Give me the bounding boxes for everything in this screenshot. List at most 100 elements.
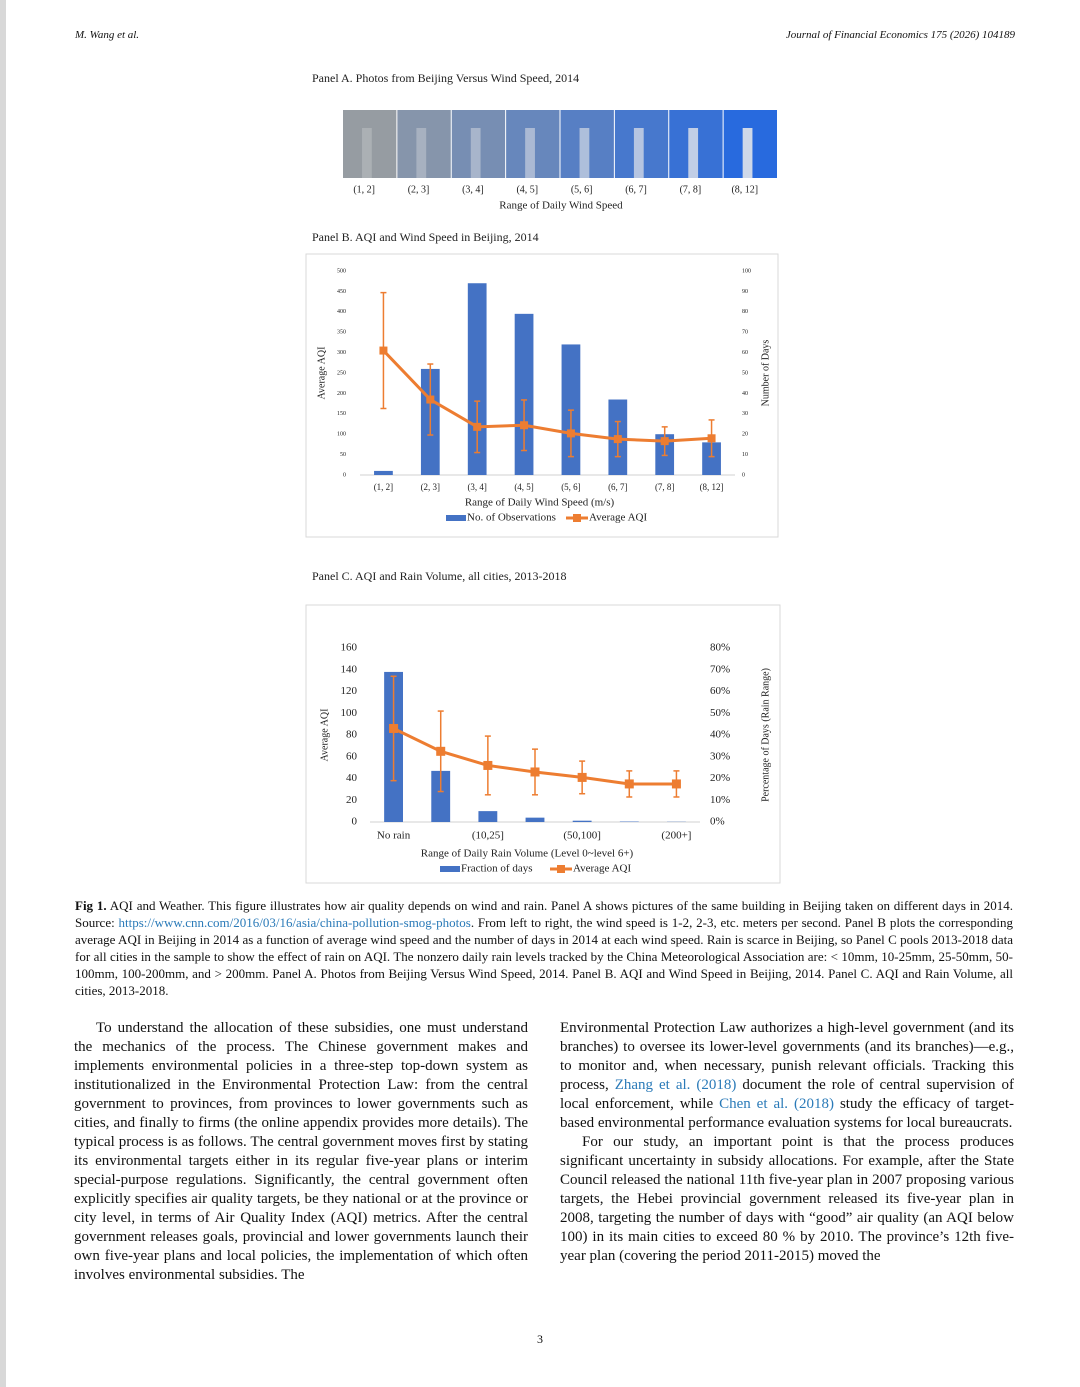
x-tick-label: (1, 2] xyxy=(374,482,394,492)
x-tick-label: (50,100] xyxy=(563,830,601,842)
x-tick-label: (200+] xyxy=(661,830,691,842)
bar xyxy=(514,313,534,475)
right-column: Environmental Protection Law authorizes … xyxy=(560,1019,1014,1266)
y2-tick-label: 100 xyxy=(742,268,751,274)
legend-swatch xyxy=(557,865,565,873)
y2-tick-label: 40 xyxy=(742,391,748,397)
marker xyxy=(577,772,587,782)
marker xyxy=(483,760,493,770)
x-tick-label: (1, 2] xyxy=(353,184,375,195)
x-axis-title: Range of Daily Wind Speed xyxy=(499,200,623,212)
bar xyxy=(702,442,721,475)
y2-tick-label: 60% xyxy=(710,685,730,697)
marker xyxy=(660,437,669,446)
building xyxy=(416,128,427,178)
y-tick-label: 140 xyxy=(341,663,358,675)
y2-tick-label: 50 xyxy=(742,370,748,376)
y-tick-label: 50 xyxy=(340,452,346,458)
x-tick-label: (4, 5] xyxy=(514,482,534,492)
marker xyxy=(707,434,716,443)
caption-label: Fig 1. xyxy=(75,898,107,913)
paragraph: Environmental Protection Law authorizes … xyxy=(560,1019,1014,1133)
running-author: M. Wang et al. xyxy=(75,29,140,41)
y-tick-label: 80 xyxy=(346,729,358,741)
chart-frame xyxy=(305,253,779,538)
panel-title: Panel C. AQI and Rain Volume, all cities… xyxy=(312,569,567,583)
caption-text: AQI and Weather. This figure illustrates… xyxy=(75,898,1013,930)
running-journal: Journal of Financial Economics 175 (2026… xyxy=(785,29,1015,41)
line xyxy=(382,349,712,443)
marker xyxy=(624,779,634,789)
y2-tick-label: 0 xyxy=(742,472,745,478)
text: Environmental Protection Law authorizes … xyxy=(560,1020,1014,1093)
y2-tick-label: 0% xyxy=(710,816,725,828)
y2-axis-title: Number of Days xyxy=(760,340,771,407)
y-tick-label: 150 xyxy=(337,411,346,417)
building xyxy=(525,128,535,178)
caption-link[interactable]: https://www.cnn.com/2016/03/16/asia/chin… xyxy=(118,915,471,930)
building xyxy=(579,128,590,178)
legend-label: No. of Observations xyxy=(467,512,556,524)
citation[interactable]: Zhang et al. (2018) xyxy=(614,1077,737,1093)
x-tick-label: (5, 6] xyxy=(571,184,593,195)
chart-frame xyxy=(305,604,781,884)
photo xyxy=(397,110,451,178)
y-tick-label: 0 xyxy=(343,472,346,478)
y2-tick-label: 80% xyxy=(710,642,730,654)
legend-swatch xyxy=(446,515,466,521)
marker xyxy=(671,779,681,789)
y-tick-label: 40 xyxy=(346,772,358,784)
marker xyxy=(379,346,388,355)
text: study the efficacy of target-based envir… xyxy=(560,1096,1014,1131)
y-tick-label: 400 xyxy=(337,309,346,315)
legend-label: Average AQI xyxy=(573,863,631,875)
y2-tick-label: 40% xyxy=(710,729,730,741)
figure: Panel A. Photos from Beijing Versus Wind… xyxy=(305,71,781,884)
y-tick-label: 160 xyxy=(341,642,358,654)
x-tick-label: (3, 4] xyxy=(462,184,484,195)
bar xyxy=(572,820,592,822)
page-number: 3 xyxy=(537,1332,543,1346)
photo xyxy=(451,110,506,178)
marker xyxy=(436,746,446,756)
building xyxy=(688,128,699,178)
y-tick-label: 100 xyxy=(337,432,346,438)
bar xyxy=(478,811,498,822)
y2-tick-label: 10% xyxy=(710,794,730,806)
y-tick-label: 350 xyxy=(337,330,346,336)
y-axis-title: Average AQI xyxy=(316,347,327,400)
x-tick-label: (6, 7] xyxy=(608,482,628,492)
figure-caption: Fig 1. AQI and Weather. This figure illu… xyxy=(75,897,1013,999)
y-tick-label: 250 xyxy=(337,370,346,376)
bar xyxy=(374,470,393,475)
x-axis-title: Range of Daily Wind Speed (m/s) xyxy=(465,497,615,509)
y-tick-label: 300 xyxy=(337,350,346,356)
text: document the role of central supervision… xyxy=(560,1077,1014,1112)
paragraph: To understand the allocation of these su… xyxy=(74,1020,528,1283)
y-tick-label: 450 xyxy=(337,289,346,295)
x-tick-label: (7, 8] xyxy=(680,184,702,195)
y2-tick-label: 20% xyxy=(710,772,730,784)
marker xyxy=(613,435,622,444)
citation[interactable]: Chen et al. (2018) xyxy=(719,1096,834,1112)
y-axis-title: Average AQI xyxy=(319,709,330,762)
x-tick-label: (5, 6] xyxy=(561,482,581,492)
y2-tick-label: 30 xyxy=(742,411,748,417)
marker xyxy=(389,723,399,733)
x-tick-label: (2, 3] xyxy=(408,184,430,195)
x-tick-label: No rain xyxy=(377,830,411,842)
caption-text: . From left to right, the wind speed is … xyxy=(75,915,1013,998)
panel-title: Panel B. AQI and Wind Speed in Beijing, … xyxy=(312,230,539,244)
y-tick-label: 120 xyxy=(341,685,358,697)
building xyxy=(633,128,644,178)
paragraph: For our study, an important point is tha… xyxy=(560,1134,1014,1264)
x-tick-label: (2, 3] xyxy=(421,482,441,492)
y2-tick-label: 10 xyxy=(742,452,748,458)
y2-axis-title: Percentage of Days (Rain Range) xyxy=(760,668,771,802)
y2-tick-label: 70 xyxy=(742,330,748,336)
y2-tick-label: 90 xyxy=(742,289,748,295)
photo xyxy=(343,110,397,178)
y-tick-label: 500 xyxy=(337,268,346,274)
panel-title: Panel A. Photos from Beijing Versus Wind… xyxy=(312,71,579,85)
